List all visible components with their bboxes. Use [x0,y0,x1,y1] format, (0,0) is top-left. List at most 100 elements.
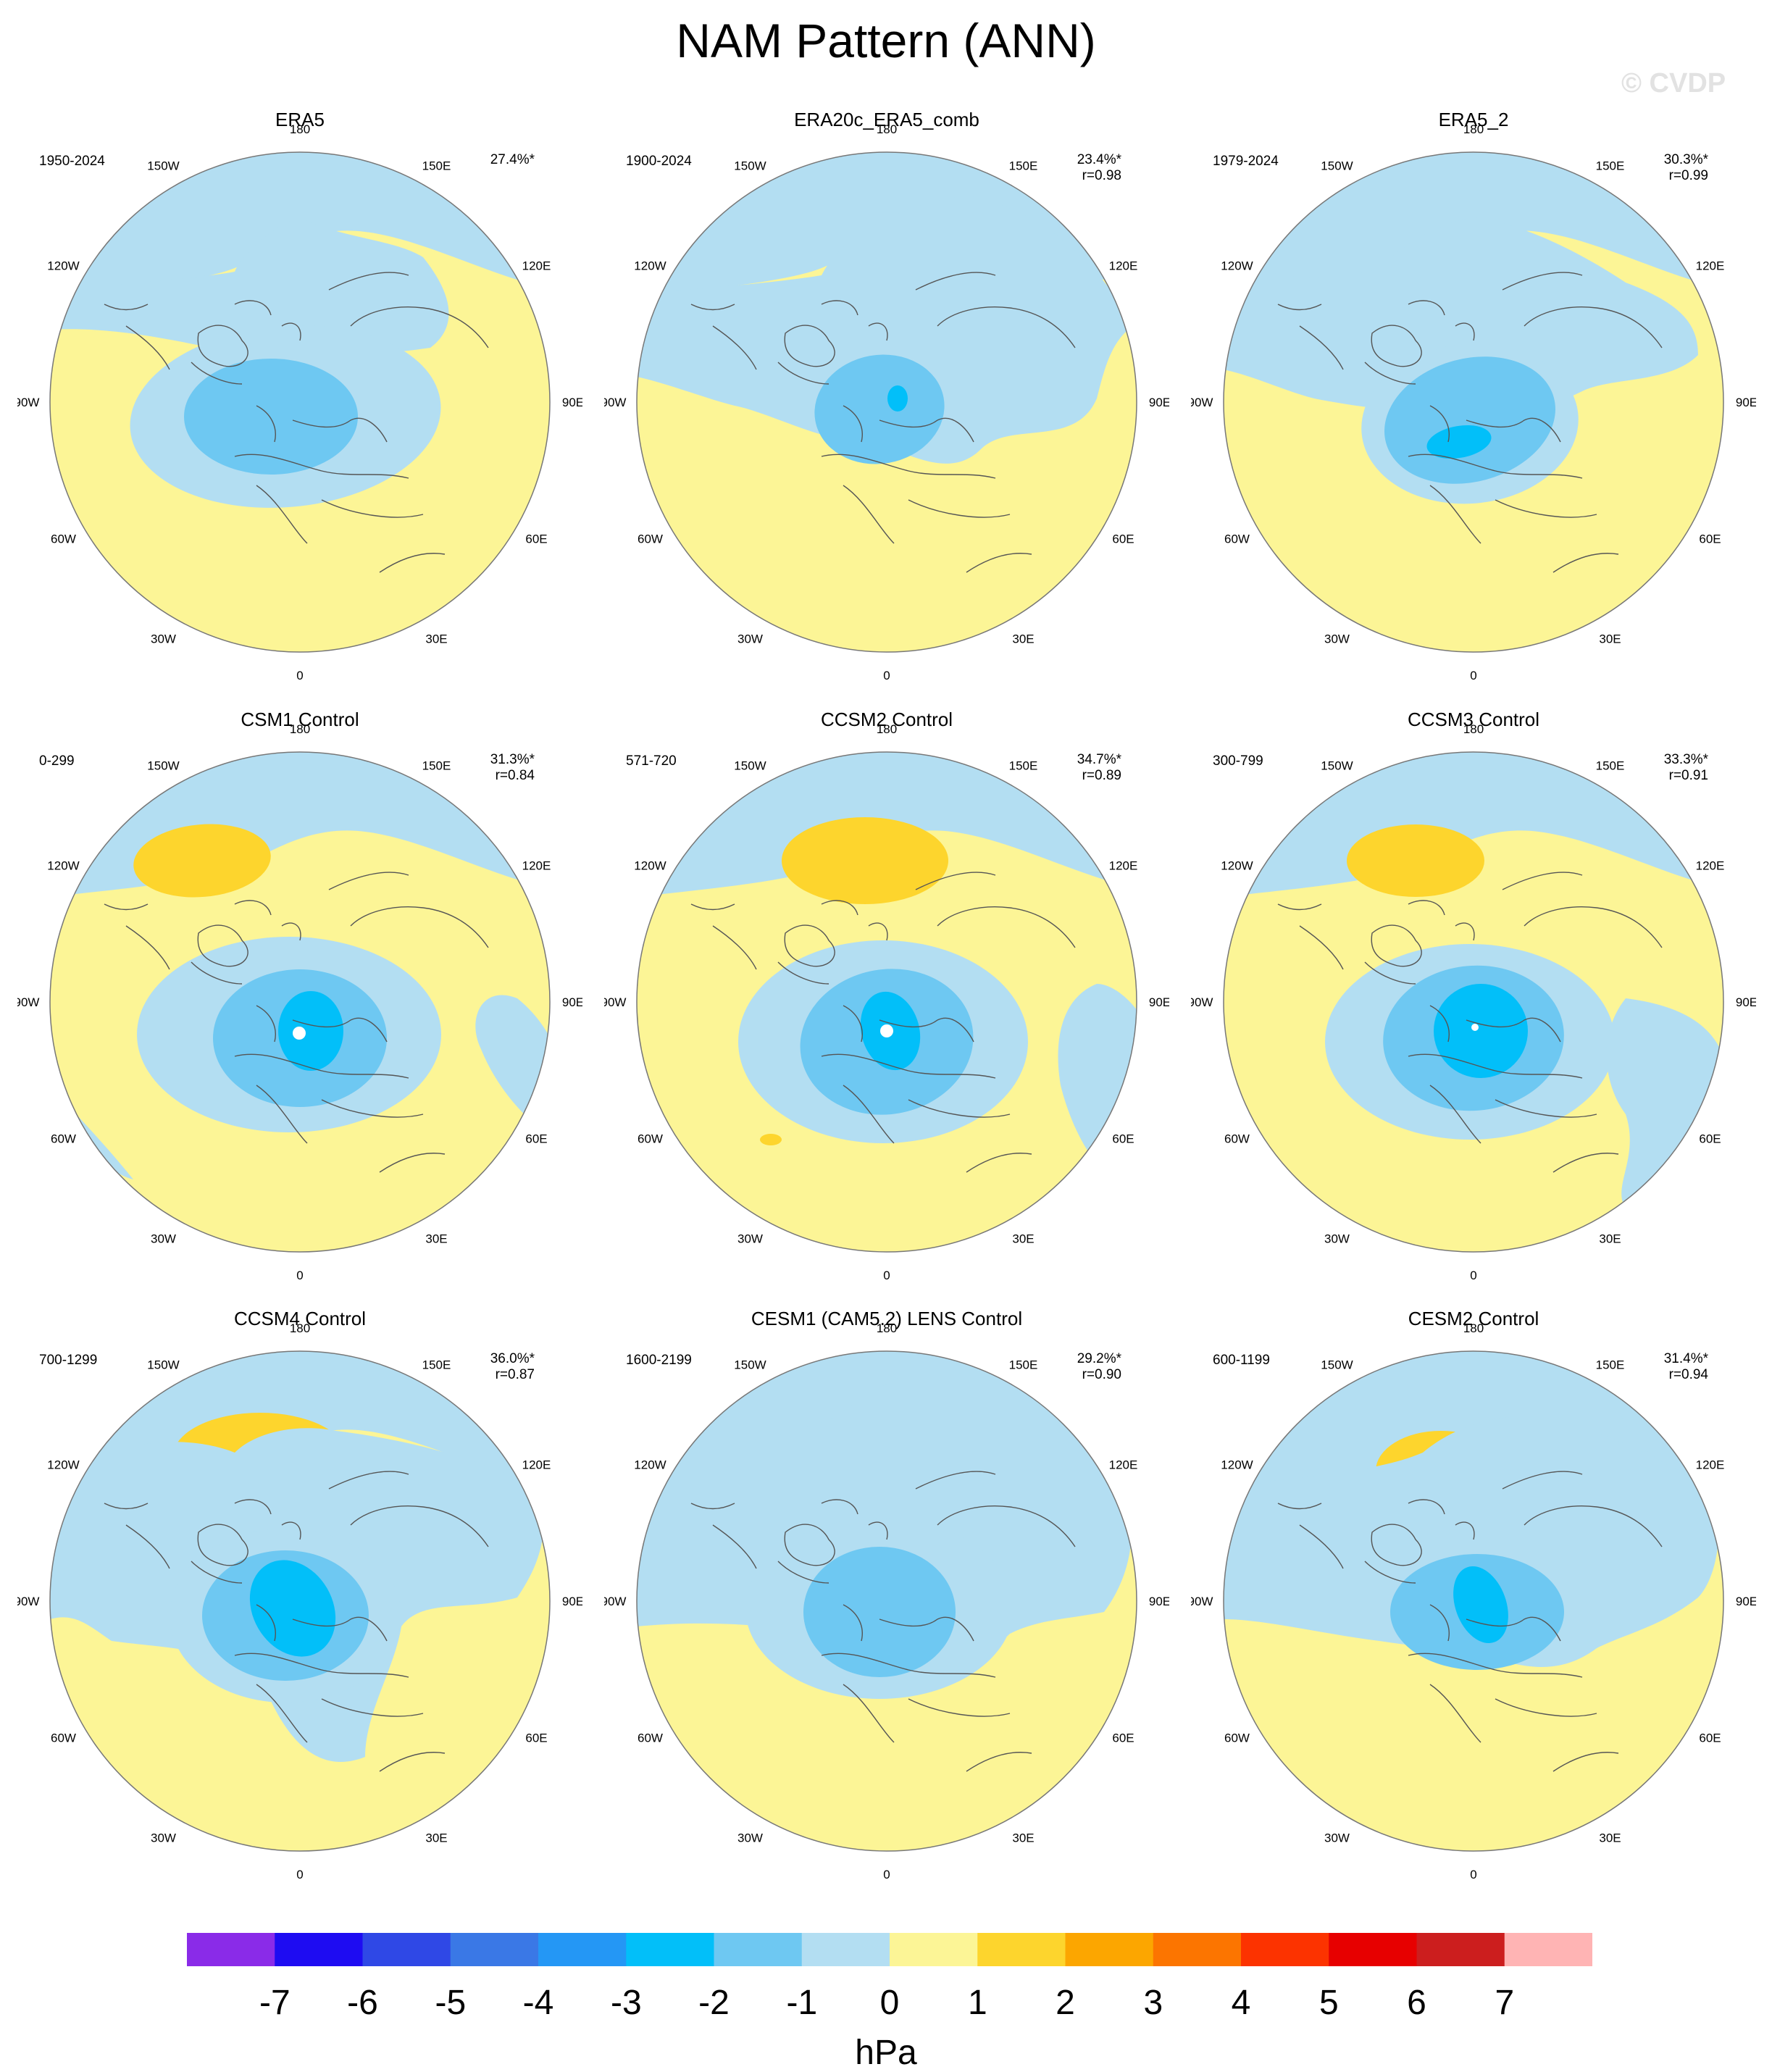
dark-blue-region [1453,1566,1508,1644]
panel-variance-pct: 34.7%* [1077,752,1121,767]
longitude-label: 90W [17,396,39,409]
longitude-label: 60E [1699,532,1721,546]
coastlines [690,872,1076,1173]
coastline [104,304,149,311]
longitude-label: 90W [17,1595,39,1608]
white-center-dot [293,1027,306,1040]
panel-years: 300-799 [1213,753,1263,769]
longitude-label: 120E [1696,859,1725,873]
panel-variance-pct: 29.2%* [1077,1351,1121,1366]
coastline [197,325,248,367]
coastline [1429,405,1450,443]
panel-title: CESM2 Control [1408,1308,1539,1329]
longitude-label: 60W [1224,1132,1250,1146]
colorbar-swatch [450,1933,539,1966]
longitude-label: 180 [877,1321,897,1335]
coastline [1524,906,1663,948]
mid-blue-region [814,354,945,464]
longitude-label: 0 [883,1269,890,1282]
dark-blue-region [1426,425,1492,459]
coastline [234,1653,409,1678]
colorbar-swatch [1065,1933,1154,1966]
panel-variance-pct: 30.3%* [1663,152,1708,167]
longitude-label: 30E [1012,632,1034,646]
longitude-label: 120E [1109,859,1138,873]
coastline [1408,300,1445,316]
white-center-dot [1471,1024,1479,1031]
coastline [966,553,1032,573]
panel-variance: 36.0%* r=0.87 [490,1351,535,1383]
longitude-label: 180 [877,722,897,736]
coastlines [104,872,489,1173]
longitude-label: 120E [1109,1458,1138,1472]
longitude-label: 90E [1149,995,1169,1009]
coastlines [104,1471,489,1772]
colorbar-tick-label: -5 [435,1984,466,2022]
panel-years: 1600-2199 [626,1353,692,1368]
mid-blue-region [184,359,358,475]
coastline [1408,1053,1583,1079]
longitude-label: 60E [1112,1731,1134,1745]
coastline [1455,922,1475,941]
map-panel: CESM1 (CAM5.2) LENS Control 180 150E 120E 90… [604,1308,1169,1887]
map-field [637,1351,1137,1851]
colorbar-swatch [1329,1933,1417,1966]
longitude-label: 90W [604,396,626,409]
coastline [712,1524,757,1569]
orange-region [760,1134,782,1145]
longitude-label: 120W [47,859,79,873]
coastline [281,1521,301,1540]
colorbar-unit-label: hPa [855,2034,917,2072]
colorbar-tick-label: -1 [786,1984,817,2022]
dark-blue-region [1434,984,1528,1078]
coastline [821,300,858,316]
colorbar-swatch [714,1933,803,1966]
polar-map: 180 150E 120E 90E 60E 30E 0 30W 60W 90W 120W 150W [17,1321,582,1881]
longitude-label: 150W [147,1358,179,1372]
coastline [843,405,863,443]
pacific-blue-region [1224,1351,1723,1496]
coastline [1429,1005,1450,1043]
coastline [843,1684,895,1743]
polar-map: 180 150E 120E 90E 60E 30E 0 30W 60W 90W 120W 150W [1191,122,1756,682]
coastline [843,1005,863,1043]
longitude-label: 150E [1596,1358,1625,1372]
longitude-label: 180 [290,1321,310,1335]
light-blue-region [50,217,449,355]
panel-years: 1950-2024 [39,154,105,169]
colorbar-swatch [1241,1933,1329,1966]
light-blue-region [637,196,1133,464]
coastline [379,1153,446,1173]
longitude-label: 90E [562,396,582,409]
panel-title: CESM1 (CAM5.2) LENS Control [751,1308,1023,1329]
longitude-label: 60W [1224,1731,1250,1745]
longitude-label: 150W [1321,1358,1353,1372]
longitude-label: 180 [290,122,310,136]
coastline [1466,417,1561,443]
coastline [915,1471,996,1490]
coastline [234,454,409,479]
coastline [191,362,243,385]
map-boundary [1223,1350,1724,1852]
coastline [879,1017,974,1043]
longitude-label: 30E [425,1831,447,1845]
map-boundary [1223,151,1724,653]
colorbar-swatch [1153,1933,1242,1966]
light-blue-region [1606,998,1723,1208]
coastlines [104,272,489,573]
coastline [1408,900,1445,916]
longitude-label: 30E [1599,632,1621,646]
coastlines [1277,272,1663,573]
map-panel: ERA20c_ERA5_comb 180 150E 120E 90E 60E 30E 0 30W… [604,109,1169,688]
coastline [777,961,829,985]
colorbar-tick-label: 2 [1056,1984,1075,2022]
longitude-label: 90W [1191,1595,1213,1608]
longitude-label: 150E [1596,159,1625,173]
coastline [1277,304,1322,311]
colorbar-swatch [362,1933,451,1966]
panel-variance-pct: 31.4%* [1663,1351,1708,1366]
longitude-label: 0 [883,669,890,682]
longitude-label: 150E [1596,759,1625,773]
panel-title: ERA5_2 [1438,109,1509,130]
